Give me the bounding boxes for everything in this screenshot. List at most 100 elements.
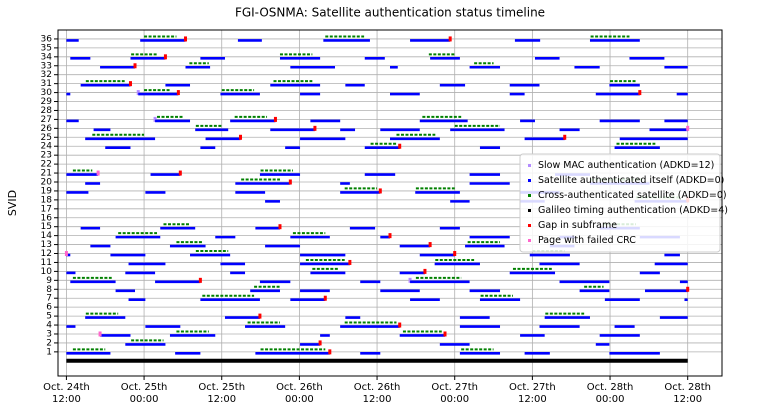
y-tick-label: 24: [41, 142, 53, 152]
y-tick-label: 27: [41, 115, 52, 125]
point: [428, 242, 432, 248]
y-tick-label: 2: [46, 338, 52, 348]
y-tick-label: 13: [41, 240, 52, 250]
legend-marker: [528, 194, 531, 197]
point: [448, 36, 452, 42]
legend-box: [519, 153, 721, 253]
legend-marker: [528, 224, 531, 227]
x-tick-label: Oct. 26th 00:00: [276, 382, 323, 405]
plot-frame: [57, 29, 723, 377]
point: [153, 116, 157, 122]
y-tick-label: 31: [41, 79, 52, 89]
x-tick-label: Oct. 28th 00:00: [586, 382, 634, 405]
point: [273, 116, 277, 122]
x-tick-label: Oct. 27th 00:00: [431, 382, 479, 405]
x-tick-label: Oct. 26th 12:00: [353, 382, 401, 405]
y-tick-label: 12: [41, 249, 52, 259]
y-tick-label: 29: [41, 97, 53, 107]
point: [183, 36, 187, 42]
legend-label: Cross-authenticated satellite (ADKD=0): [538, 190, 727, 201]
legend-label: Satellite authenticated itself (ADKD=0): [538, 175, 724, 186]
point: [133, 63, 137, 69]
point: [348, 259, 352, 265]
y-tick-label: 4: [46, 321, 52, 331]
point: [686, 125, 690, 131]
point: [378, 188, 382, 194]
x-tick-label: Oct. 25th 12:00: [198, 382, 246, 405]
y-tick-label: 23: [41, 151, 52, 161]
legend-label: Page with failed CRC: [538, 235, 636, 246]
y-tick-label: 32: [41, 70, 52, 80]
y-tick-label: 3: [46, 329, 52, 339]
point: [128, 81, 132, 87]
y-tick-label: 16: [41, 213, 53, 223]
legend-label: Gap in subframe: [538, 220, 617, 231]
point: [313, 125, 317, 131]
legend-marker: [528, 209, 531, 212]
y-tick-label: 30: [41, 88, 53, 98]
y-tick-label: 21: [41, 169, 52, 179]
point: [398, 322, 402, 328]
chart-title: FGI-OSNMA: Satellite authentication stat…: [235, 6, 545, 20]
point: [98, 331, 102, 337]
point: [423, 268, 427, 274]
legend-marker: [528, 239, 531, 242]
y-tick-label: 35: [41, 43, 52, 53]
y-tick-label: 33: [41, 61, 52, 71]
point: [318, 340, 322, 346]
y-tick-label: 1: [46, 347, 52, 357]
point: [443, 331, 447, 337]
legend-label: Galileo timing authentication (ADKD=4): [538, 205, 728, 216]
point: [278, 224, 282, 230]
y-tick-label: 36: [41, 34, 53, 44]
y-tick-label: 20: [41, 177, 53, 187]
y-tick-label: 28: [41, 106, 53, 116]
point: [178, 170, 182, 176]
x-tick-label: Oct. 24th 12:00: [43, 382, 90, 405]
y-tick-label: 19: [41, 186, 53, 196]
point: [453, 251, 457, 257]
y-tick-label: 10: [41, 267, 53, 277]
y-tick-label: 15: [41, 222, 52, 232]
y-tick-label: 14: [41, 231, 53, 241]
y-tick-label: 17: [41, 204, 52, 214]
point: [239, 134, 243, 140]
point: [638, 90, 642, 96]
legend-label: Slow MAC authentication (ADKD=12): [538, 160, 714, 171]
point: [96, 170, 100, 176]
point: [176, 90, 180, 96]
point: [258, 313, 262, 319]
y-tick-label: 11: [41, 258, 52, 268]
y-tick-label: 26: [41, 124, 53, 134]
point: [328, 349, 332, 355]
legend-marker: [528, 179, 531, 182]
y-tick-label: 6: [46, 303, 52, 313]
point: [408, 277, 412, 283]
y-tick-label: 7: [46, 294, 52, 304]
x-tick-label: Oct. 28th 12:00: [664, 382, 711, 405]
x-tick-label: Oct. 27th 12:00: [509, 382, 556, 405]
y-tick-label: 8: [46, 285, 52, 295]
y-axis-label: SVID: [6, 190, 19, 216]
legend: Slow MAC authentication (ADKD=12) Satelli…: [519, 153, 728, 253]
point: [323, 295, 327, 301]
y-tick-label: 25: [41, 133, 52, 143]
point: [398, 143, 402, 149]
y-tick-label: 5: [46, 312, 52, 322]
point: [163, 54, 167, 60]
point: [136, 90, 140, 96]
point: [686, 286, 690, 292]
x-tick-label: Oct. 25th 00:00: [120, 382, 168, 405]
y-tick-label: 9: [46, 276, 52, 286]
point: [288, 179, 292, 185]
point: [64, 251, 68, 257]
point: [198, 277, 202, 283]
point: [563, 134, 567, 140]
y-tick-label: 22: [41, 160, 52, 170]
y-tick-label: 34: [41, 52, 53, 62]
y-tick-label: 18: [41, 195, 53, 205]
point: [388, 233, 392, 239]
legend-marker: [528, 164, 531, 167]
